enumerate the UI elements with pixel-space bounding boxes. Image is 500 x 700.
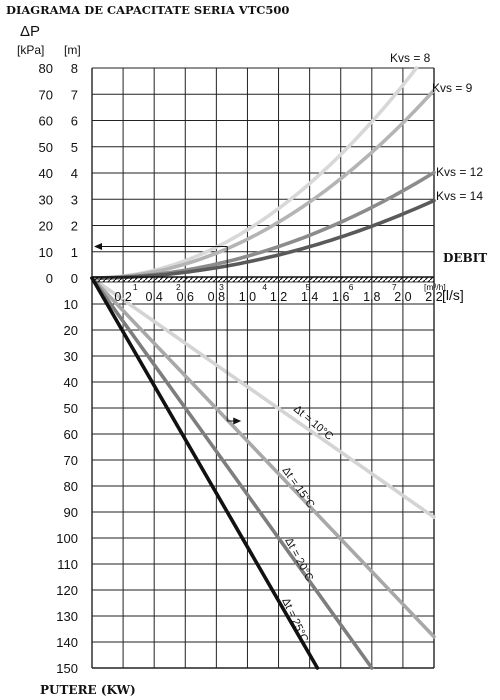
- power-tick-label: 40: [64, 375, 78, 390]
- reading-power-arrowhead: [233, 417, 242, 425]
- x-tick-label: 1,6: [332, 290, 349, 304]
- power-tick-label: 110: [57, 557, 78, 572]
- delta-t-label: Δt = 25°C: [279, 596, 310, 644]
- kpa-tick-label: 80: [39, 61, 53, 76]
- kpa-tick-label: 70: [39, 87, 53, 102]
- x-tick-label: 2,0: [394, 290, 411, 304]
- power-tick-label: 120: [56, 583, 78, 598]
- power-tick-label: 60: [64, 427, 78, 442]
- power-line: [90, 276, 436, 639]
- m3h-tick-label: 5: [306, 282, 311, 292]
- m-tick-label: 5: [71, 140, 78, 155]
- power-tick-label: 130: [56, 609, 78, 624]
- x-tick-label: 1,4: [301, 290, 318, 304]
- kpa-tick-label: 0: [46, 271, 53, 286]
- x-tick-label: 0,6: [177, 290, 194, 304]
- power-axis-name: PUTERE (KW): [40, 683, 136, 697]
- m3h-unit-label: [m³/h]: [424, 282, 446, 292]
- power-tick-label: 140: [56, 635, 78, 650]
- m-tick-label: 3: [71, 192, 78, 207]
- pressure-curves: [90, 66, 436, 280]
- kpa-tick-label: 20: [39, 219, 53, 234]
- kpa-tick-label: 10: [39, 245, 53, 260]
- kpa-tick-label: 60: [39, 114, 53, 129]
- m-tick-label: 4: [71, 166, 78, 181]
- kpa-tick-label: 40: [39, 166, 53, 181]
- m-tick-label: 0: [71, 271, 78, 286]
- x-tick-label: 1,8: [363, 290, 380, 304]
- m3h-tick-label: 1: [133, 282, 138, 292]
- m-tick-label: 8: [71, 61, 78, 76]
- pressure-curve: [90, 198, 436, 280]
- power-lines: [90, 276, 436, 670]
- power-tick-label: 70: [64, 453, 78, 468]
- delta-p-symbol: ΔP: [20, 23, 40, 40]
- kpa-unit-label: [kPa]: [17, 43, 44, 57]
- m-tick-label: 7: [71, 87, 78, 102]
- x-tick-label: 2,2: [425, 290, 442, 304]
- power-tick-label: 150: [56, 661, 78, 676]
- m3h-tick-label: 4: [262, 282, 267, 292]
- tick-labels: 8070605040302010087654321010203040506070…: [39, 61, 443, 676]
- kvs-label: Kvs = 12: [436, 165, 483, 179]
- axes: [91, 276, 435, 283]
- kvs-label: Kvs = 8: [390, 51, 431, 65]
- x-tick-label: 1,0: [239, 290, 256, 304]
- x-tick-label: 0,8: [208, 290, 225, 304]
- m-unit-label: [m]: [64, 43, 81, 57]
- power-tick-label: 30: [64, 349, 78, 364]
- m3h-tick-label: 2: [176, 282, 181, 292]
- power-tick-label: 10: [64, 297, 78, 312]
- kvs-label: Kvs = 9: [432, 81, 473, 95]
- m-tick-label: 2: [71, 219, 78, 234]
- power-line: [90, 276, 320, 670]
- delta-t-label: Δt = 15°C: [280, 465, 317, 511]
- kvs-label: Kvs = 14: [436, 189, 483, 203]
- x-tick-label: 0,4: [145, 290, 162, 304]
- example-reading: [94, 243, 242, 425]
- m-tick-label: 1: [71, 245, 78, 260]
- power-tick-label: 50: [64, 401, 78, 416]
- reading-pressure-arrowhead: [94, 243, 102, 250]
- ls-unit-label: [l/s]: [442, 287, 464, 303]
- x-tick-label: 1,2: [270, 290, 287, 304]
- power-tick-label: 80: [64, 479, 78, 494]
- power-line: [90, 276, 374, 670]
- power-line: [90, 276, 436, 520]
- pressure-curve: [90, 88, 436, 280]
- m3h-tick-label: 3: [219, 282, 224, 292]
- x-tick-label: 0,2: [114, 290, 131, 304]
- m-tick-label: 6: [71, 114, 78, 129]
- kpa-tick-label: 50: [39, 140, 53, 155]
- power-tick-label: 100: [56, 531, 78, 546]
- m3h-tick-label: 6: [349, 282, 354, 292]
- m3h-tick-label: 7: [392, 282, 397, 292]
- delta-t-label: Δt = 20°C: [282, 536, 315, 584]
- kpa-tick-label: 30: [39, 192, 53, 207]
- power-tick-label: 20: [64, 323, 78, 338]
- power-tick-label: 90: [64, 505, 78, 520]
- debit-axis-name: DEBIT: [443, 251, 487, 265]
- chart-title: DIAGRAMA DE CAPACITATE SERIA VTC500: [6, 3, 289, 17]
